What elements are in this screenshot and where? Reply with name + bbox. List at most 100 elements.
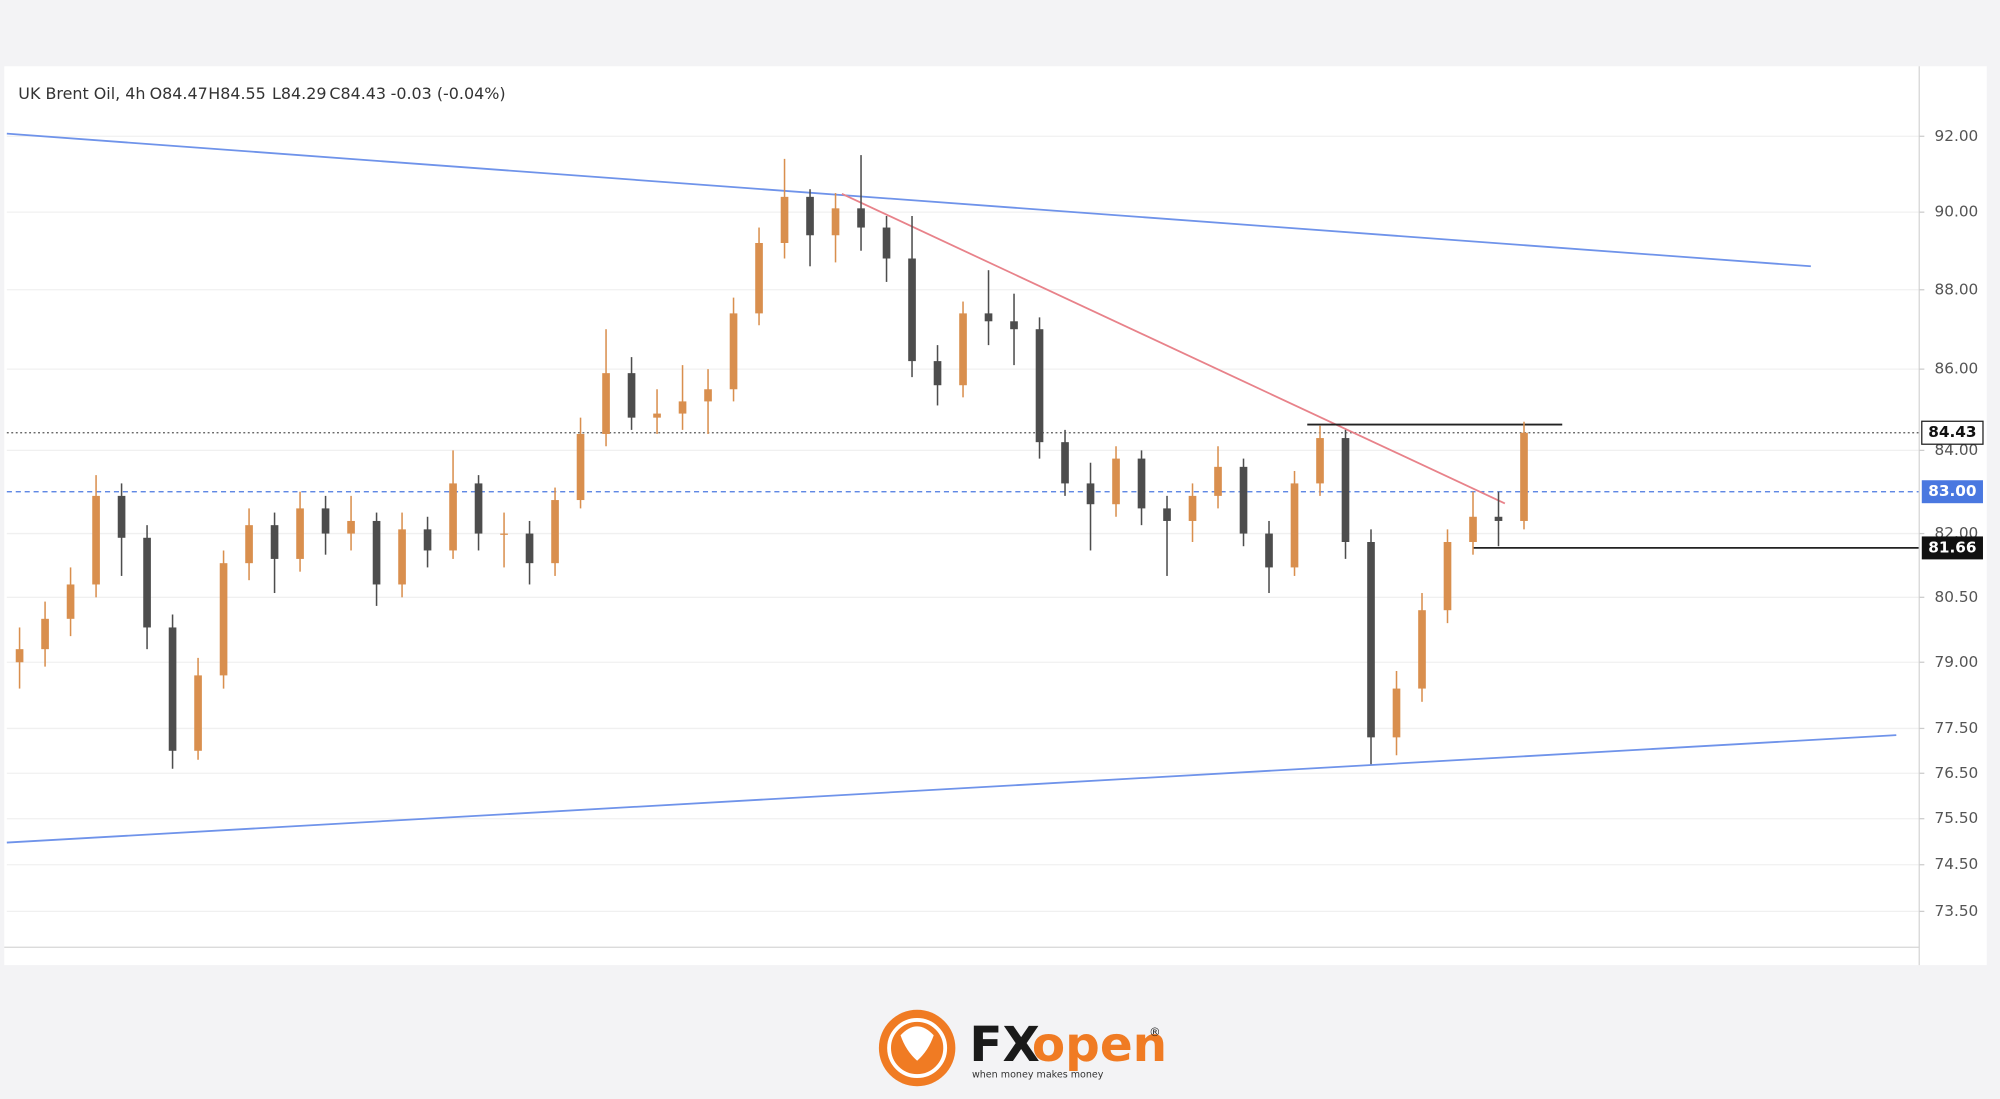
trend-line (6, 734, 1897, 844)
candle-body (296, 508, 304, 559)
trend-line (841, 192, 1506, 505)
price-label: 81.66 (1928, 538, 1976, 556)
candle-body (831, 208, 840, 236)
candle-body (1239, 466, 1248, 534)
candle-body (704, 389, 712, 402)
candle-body (576, 433, 585, 501)
ohlc-label: C84.43 (329, 84, 386, 103)
candle-body (1035, 329, 1044, 443)
candle-body (1469, 516, 1477, 542)
candle-body (1443, 541, 1452, 611)
price-label-box (1921, 536, 1983, 560)
logo: FX open ® when money makes money (878, 1009, 1167, 1087)
candle-body (1061, 442, 1069, 484)
logo-open: open (1032, 1017, 1167, 1073)
candle-body (857, 208, 865, 228)
annotations (6, 132, 1920, 844)
candle-body (602, 373, 610, 434)
price-label: 83.00 (1928, 482, 1976, 500)
candle-body (806, 196, 814, 236)
candle-body (780, 196, 789, 243)
y-tick-label: 79.00 (1935, 653, 1979, 671)
chart-title: UK Brent Oil, 4h (18, 84, 145, 103)
candle-body (1392, 688, 1401, 738)
candle-body (143, 537, 151, 628)
candle-body (398, 529, 406, 585)
y-tick-label: 88.00 (1935, 280, 1979, 298)
candle-body (1086, 483, 1095, 505)
candle-body (1010, 321, 1018, 330)
candle-body (474, 483, 483, 534)
candle-body (729, 313, 738, 390)
candle-body (551, 500, 559, 564)
y-tick-label: 80.50 (1935, 588, 1979, 606)
candle-body (15, 649, 24, 663)
candle-body (627, 373, 636, 418)
candle-body (984, 313, 993, 322)
candle-body (372, 520, 381, 585)
candle-body (933, 361, 942, 386)
ohlc-label: L84.29 (272, 84, 326, 103)
candle-body (908, 258, 916, 362)
candle-body (66, 584, 75, 619)
candle-body (525, 533, 534, 564)
price-label-box (1921, 480, 1983, 504)
candle-body (194, 675, 202, 751)
candle-body (1494, 516, 1503, 521)
candle-body (168, 627, 177, 751)
trend-line (6, 132, 1811, 268)
candle-body (1418, 610, 1426, 689)
y-tick-label: 86.00 (1935, 360, 1979, 378)
ohlc-label: -0.03 (-0.04%) (391, 84, 506, 103)
candle-body (500, 533, 508, 535)
logo-tagline: when money makes money (972, 1069, 1104, 1080)
candle-body (1137, 458, 1146, 509)
y-tick-label: 84.00 (1935, 441, 1979, 459)
candle-body (1290, 483, 1299, 568)
candle-body (653, 413, 661, 418)
candle-body (245, 525, 253, 564)
y-tick-label: 75.50 (1935, 809, 1979, 827)
y-tick-label: 73.50 (1935, 902, 1979, 920)
ohlc-label: H84.55 (208, 84, 266, 103)
logo-registered: ® (1149, 1025, 1160, 1039)
logo-fx: FX (969, 1017, 1039, 1073)
candle-body (1367, 541, 1375, 738)
candle-body (1520, 432, 1528, 521)
candle-body (117, 495, 126, 538)
candles (15, 155, 1528, 769)
candle-body (1316, 438, 1324, 484)
candle-body (347, 520, 355, 534)
price-labels: 84.43 83.00 81.66 (1921, 420, 1984, 560)
candle-body (219, 563, 228, 676)
candle-body (1214, 466, 1222, 496)
y-tick-label: 77.50 (1935, 719, 1979, 737)
candle-body (449, 483, 457, 551)
y-tick-label: 74.50 (1935, 855, 1979, 873)
candle-body (41, 618, 49, 650)
candle-body (423, 529, 432, 551)
y-tick-label: 90.00 (1935, 203, 1979, 221)
ohlc-label: O84.47 (150, 84, 208, 103)
ohlc-legend: O84.47 H84.55 L84.29 C84.43 -0.03 (-0.04%) (150, 84, 506, 103)
candle-body (270, 525, 279, 559)
candle-body (1112, 458, 1120, 505)
candle-body (1188, 495, 1197, 521)
candle-body (678, 401, 687, 414)
candle-body (321, 508, 330, 534)
candle-body (882, 227, 891, 259)
y-tick-label: 92.00 (1935, 127, 1979, 145)
candle-body (1163, 508, 1171, 521)
logo-icon-ring (887, 1018, 948, 1078)
chart-panel (4, 66, 1987, 966)
candle-body (959, 313, 967, 386)
candle-body (755, 242, 763, 314)
price-label-box (1921, 420, 1984, 445)
price-label: 84.43 (1928, 423, 1976, 441)
candle-body (1265, 533, 1273, 568)
candle-body (1341, 438, 1350, 542)
logo-icon-head (900, 1026, 934, 1061)
candle-body (92, 495, 100, 585)
